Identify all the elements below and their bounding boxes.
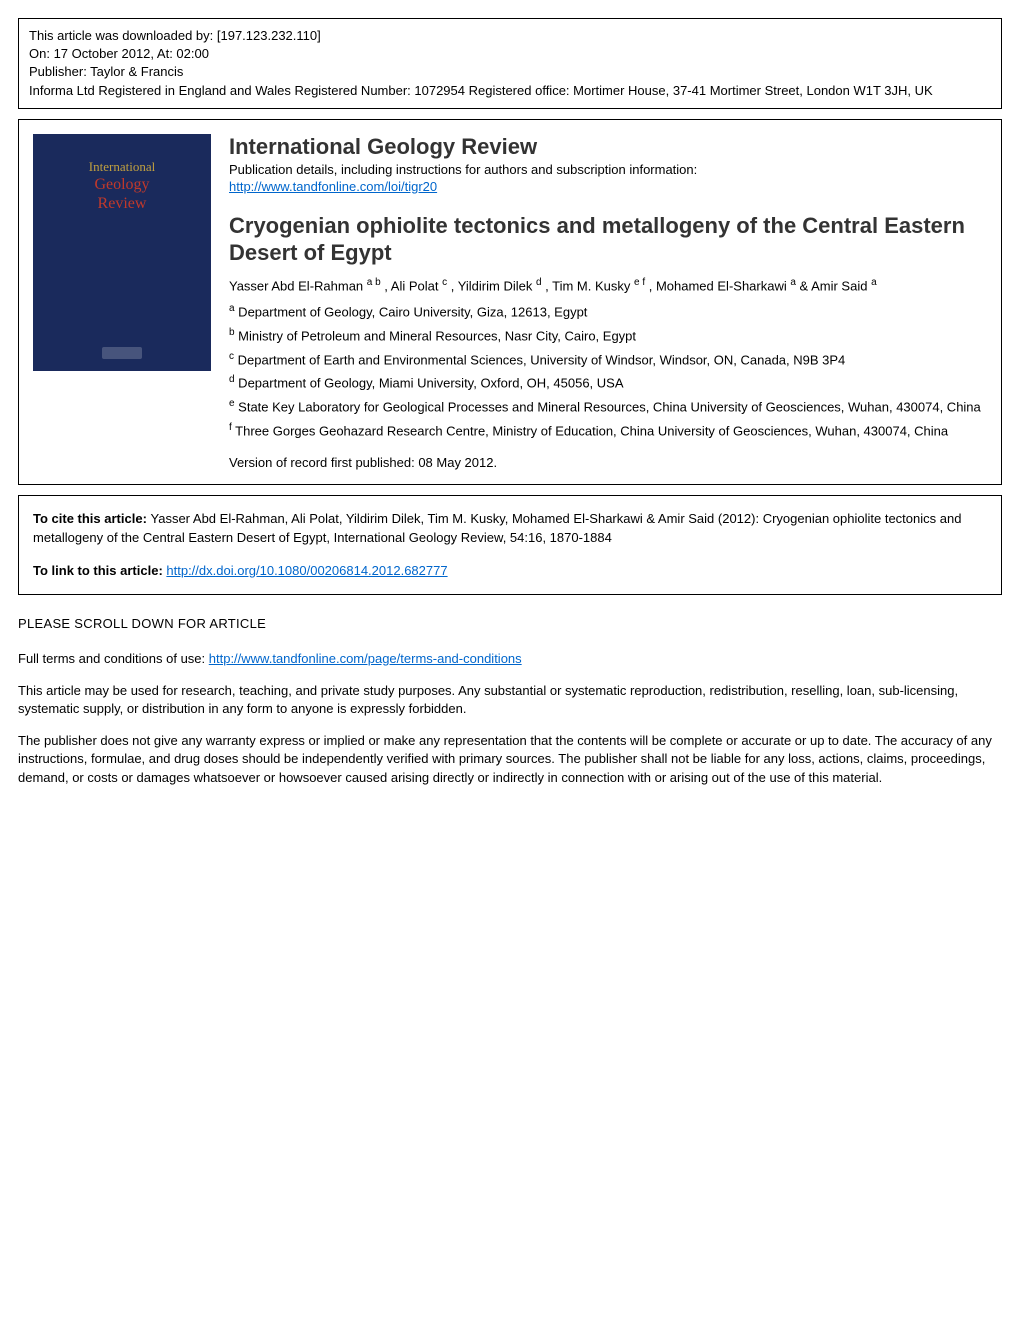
terms-intro-text: Full terms and conditions of use: bbox=[18, 651, 209, 666]
download-ip-line: This article was downloaded by: [197.123… bbox=[29, 27, 991, 45]
terms-paragraph-2: The publisher does not give any warranty… bbox=[18, 732, 1002, 787]
article-header-box: International Geology Review Internation… bbox=[18, 119, 1002, 485]
cite-text: Yasser Abd El-Rahman, Ali Polat, Yildiri… bbox=[33, 511, 961, 545]
publication-details-label: Publication details, including instructi… bbox=[229, 162, 987, 177]
journal-url-link[interactable]: http://www.tandfonline.com/loi/tigr20 bbox=[229, 179, 437, 194]
doi-link[interactable]: http://dx.doi.org/10.1080/00206814.2012.… bbox=[166, 563, 447, 578]
affiliation-item: d Department of Geology, Miami Universit… bbox=[229, 372, 987, 393]
citation-paragraph: To cite this article: Yasser Abd El-Rahm… bbox=[33, 510, 987, 548]
footer-section: PLEASE SCROLL DOWN FOR ARTICLE Full term… bbox=[18, 615, 1002, 786]
authors-line: Yasser Abd El-Rahman a b , Ali Polat c ,… bbox=[229, 275, 987, 297]
journal-title: International Geology Review bbox=[229, 134, 987, 160]
article-title: Cryogenian ophiolite tectonics and metal… bbox=[229, 212, 987, 267]
cite-label: To cite this article: bbox=[33, 511, 151, 526]
download-date-line: On: 17 October 2012, At: 02:00 bbox=[29, 45, 991, 63]
affiliation-item: b Ministry of Petroleum and Mineral Reso… bbox=[229, 325, 987, 346]
cover-geology-text: Geology Review bbox=[94, 175, 149, 213]
terms-intro-paragraph: Full terms and conditions of use: http:/… bbox=[18, 650, 1002, 668]
link-paragraph: To link to this article: http://dx.doi.o… bbox=[33, 562, 987, 581]
cover-publisher-badge bbox=[102, 347, 142, 359]
affiliation-item: a Department of Geology, Cairo Universit… bbox=[229, 301, 987, 322]
scroll-down-note: PLEASE SCROLL DOWN FOR ARTICLE bbox=[18, 615, 1002, 633]
cover-intl-text: International bbox=[89, 159, 155, 175]
registered-office-line: Informa Ltd Registered in England and Wa… bbox=[29, 82, 991, 100]
citation-box: To cite this article: Yasser Abd El-Rahm… bbox=[18, 495, 1002, 596]
article-info-column: International Geology Review Publication… bbox=[229, 134, 987, 470]
terms-url-link[interactable]: http://www.tandfonline.com/page/terms-an… bbox=[209, 651, 522, 666]
affiliation-item: e State Key Laboratory for Geological Pr… bbox=[229, 396, 987, 417]
publisher-line: Publisher: Taylor & Francis bbox=[29, 63, 991, 81]
journal-cover-image: International Geology Review bbox=[33, 134, 211, 371]
affiliations-list: a Department of Geology, Cairo Universit… bbox=[229, 301, 987, 441]
version-published: Version of record first published: 08 Ma… bbox=[229, 455, 987, 470]
link-label: To link to this article: bbox=[33, 563, 166, 578]
download-info-box: This article was downloaded by: [197.123… bbox=[18, 18, 1002, 109]
affiliation-item: f Three Gorges Geohazard Research Centre… bbox=[229, 420, 987, 441]
affiliation-item: c Department of Earth and Environmental … bbox=[229, 349, 987, 370]
terms-paragraph-1: This article may be used for research, t… bbox=[18, 682, 1002, 718]
